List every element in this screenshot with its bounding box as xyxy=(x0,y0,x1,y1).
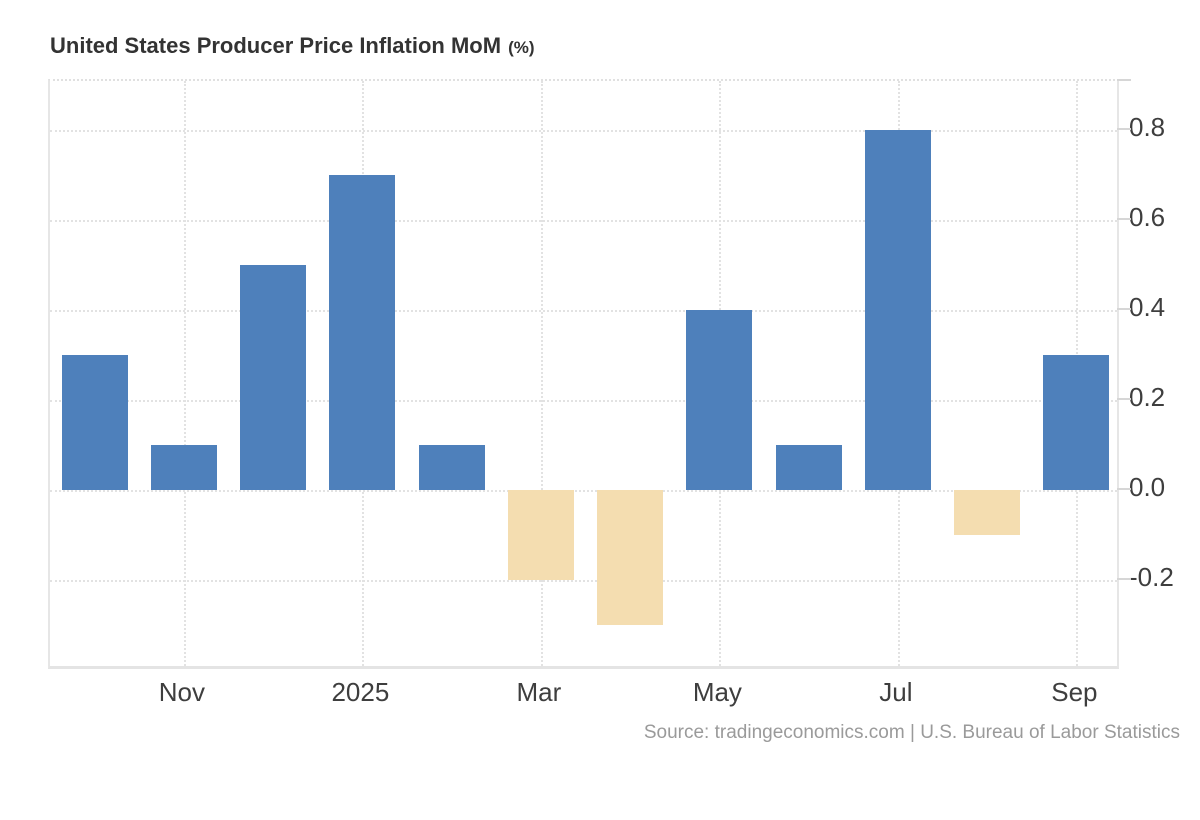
x-axis-label: Nov xyxy=(158,677,205,707)
bar-nov-2024[interactable] xyxy=(150,445,217,490)
chart-title-unit: (%) xyxy=(508,38,535,57)
bar-jul-2025[interactable] xyxy=(864,130,931,490)
bar-oct-2024[interactable] xyxy=(61,355,128,490)
bar-jun-2025[interactable] xyxy=(775,445,842,490)
bar-apr-2025[interactable] xyxy=(597,490,664,625)
x-axis-label: Mar xyxy=(516,677,562,707)
bar-sep-2025[interactable] xyxy=(1043,355,1110,490)
chart-title: United States Producer Price Inflation M… xyxy=(50,33,535,59)
gridline-h-0.0 xyxy=(50,490,1117,492)
y-axis-label: 0.8 xyxy=(1129,111,1166,142)
gridline-h--0.2 xyxy=(50,580,1117,582)
gridline-h-0.6 xyxy=(50,220,1117,222)
bar-jan-2025[interactable] xyxy=(329,175,396,490)
bar-dec-2024[interactable] xyxy=(240,265,307,490)
bar-may-2025[interactable] xyxy=(686,310,753,490)
chart-title-text: United States Producer Price Inflation M… xyxy=(50,33,502,58)
y-axis-label: 0.6 xyxy=(1129,201,1166,232)
gridline-v-Mar xyxy=(540,81,543,666)
bar-feb-2025[interactable] xyxy=(418,445,485,490)
y-axis-label: 0.0 xyxy=(1129,471,1166,502)
bar-aug-2025[interactable] xyxy=(954,490,1021,535)
bar-mar-2025[interactable] xyxy=(507,490,574,580)
gridline-h-0.8 xyxy=(50,130,1117,132)
y-axis-tick xyxy=(1117,488,1131,490)
source-attribution: Source: tradingeconomics.com | U.S. Bure… xyxy=(643,722,1180,743)
x-axis-label: Sep xyxy=(1051,677,1098,707)
y-axis-tick xyxy=(1117,128,1131,130)
y-axis-label: 0.2 xyxy=(1129,381,1166,412)
y-axis-tick xyxy=(1117,578,1131,580)
y-axis-tick xyxy=(1117,218,1131,220)
y-axis-top-tick xyxy=(1117,79,1131,81)
y-axis-tick xyxy=(1117,398,1131,400)
x-axis-label: May xyxy=(692,677,742,707)
gridline-h-0.2 xyxy=(50,400,1117,402)
x-axis-label: Jul xyxy=(879,677,913,707)
gridline-h-0.4 xyxy=(50,310,1117,312)
y-axis-label: -0.2 xyxy=(1129,561,1174,592)
gridline-v-Nov xyxy=(183,81,186,666)
y-axis-tick xyxy=(1117,308,1131,310)
x-axis-label: 2025 xyxy=(331,677,390,707)
plot-area xyxy=(48,79,1119,669)
y-axis-label: 0.4 xyxy=(1129,291,1166,322)
